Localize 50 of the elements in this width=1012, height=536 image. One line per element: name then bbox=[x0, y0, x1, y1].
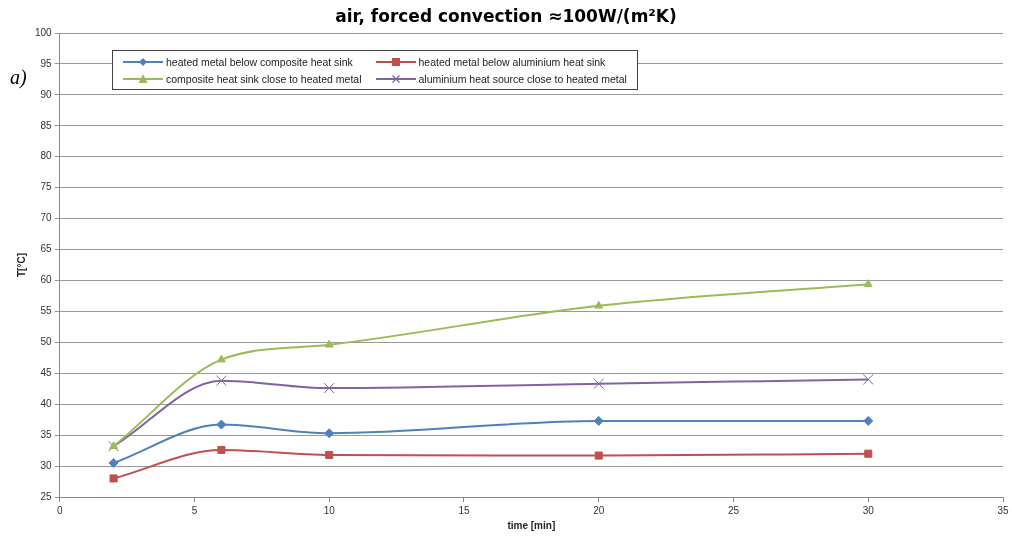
point bbox=[109, 474, 118, 483]
point bbox=[863, 415, 874, 426]
text: a) bbox=[10, 66, 27, 89]
x-tick-label: 10 bbox=[323, 504, 336, 516]
point bbox=[324, 428, 335, 439]
point bbox=[325, 450, 334, 459]
point bbox=[594, 451, 603, 460]
y-tick-label: 95 bbox=[40, 57, 53, 69]
point bbox=[594, 300, 604, 309]
x-tick-label: 35 bbox=[997, 504, 1009, 516]
y-tick-label: 100 bbox=[35, 26, 53, 38]
y-tick-label: 60 bbox=[40, 274, 53, 286]
y-tick-label: 85 bbox=[40, 119, 53, 131]
point bbox=[593, 415, 604, 426]
x-tick-label: 20 bbox=[593, 504, 605, 516]
x-tick-label: 30 bbox=[862, 504, 875, 516]
point bbox=[864, 449, 873, 458]
point bbox=[217, 354, 226, 363]
y-tick-label: 25 bbox=[40, 490, 53, 502]
x-tick-label: 25 bbox=[727, 504, 740, 516]
point bbox=[863, 279, 873, 287]
y-tick-label: 35 bbox=[40, 428, 53, 440]
y-axis-title: T[°C] bbox=[15, 253, 27, 277]
y-tick-label: 45 bbox=[40, 367, 53, 379]
y-tick-label: 30 bbox=[40, 459, 53, 471]
y-tick-label: 55 bbox=[40, 305, 53, 317]
point bbox=[217, 445, 226, 455]
y-tick-label: 65 bbox=[40, 243, 53, 255]
chart-title: air, forced convection ≈100W/(m²K) bbox=[334, 6, 678, 26]
x-tick-label: 5 bbox=[191, 504, 198, 516]
point bbox=[324, 339, 334, 348]
y-tick-label: 90 bbox=[40, 88, 53, 100]
legend-label: aluminium heat source close to heated metal bbox=[418, 72, 627, 85]
point bbox=[108, 457, 119, 468]
legend-label: heated metal below composite heat sink bbox=[166, 55, 353, 68]
x-tick-label: 15 bbox=[458, 504, 470, 516]
legend-label: heated metal below aluminium heat sink bbox=[418, 55, 606, 68]
y-tick-label: 40 bbox=[40, 397, 53, 409]
point bbox=[216, 419, 227, 430]
y-tick-label: 70 bbox=[40, 212, 53, 224]
point bbox=[215, 375, 227, 387]
point bbox=[593, 378, 605, 390]
point bbox=[323, 382, 335, 394]
y-tick-label: 75 bbox=[40, 181, 53, 193]
legend-label: composite heat sink close to heated metal bbox=[166, 72, 362, 85]
y-tick-label: 50 bbox=[40, 336, 53, 348]
point bbox=[862, 374, 874, 385]
y-tick-label: 80 bbox=[40, 150, 53, 162]
x-tick-label: 0 bbox=[56, 504, 63, 516]
x-axis-title: time [min] bbox=[507, 519, 556, 531]
